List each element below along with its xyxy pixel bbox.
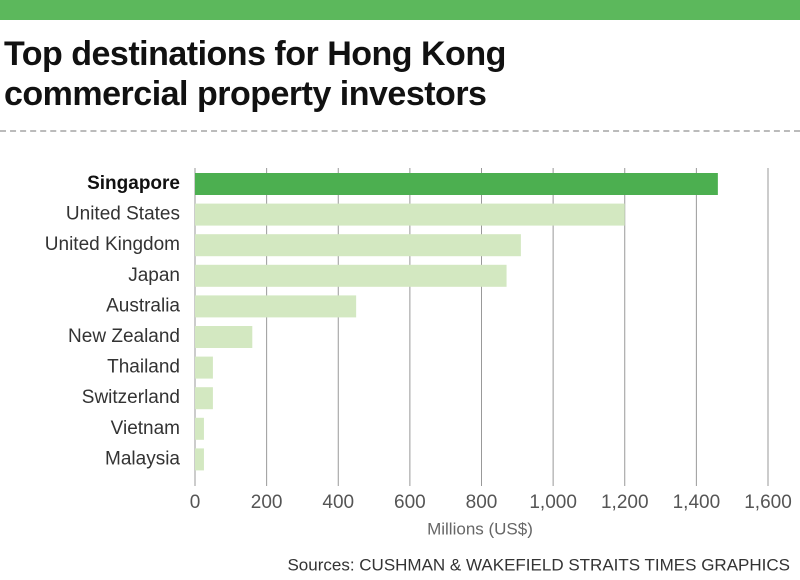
divider xyxy=(0,130,800,132)
bar xyxy=(195,448,204,471)
bar xyxy=(195,264,507,287)
x-tick-label: 800 xyxy=(466,492,498,513)
bar xyxy=(195,417,204,440)
y-tick-label: Switzerland xyxy=(82,387,180,408)
bar xyxy=(195,234,521,257)
x-tick-label: 1,600 xyxy=(744,492,792,513)
source: Sources: CUSHMAN & WAKEFIELD STRAITS TIM… xyxy=(287,555,790,574)
y-tick-label: New Zealand xyxy=(68,326,180,347)
y-tick-label: Vietnam xyxy=(111,418,180,439)
y-tick-label: Japan xyxy=(128,265,180,286)
x-tick-label: 200 xyxy=(251,492,283,513)
x-axis-label: Millions (US$) xyxy=(427,519,533,538)
bar xyxy=(195,387,213,410)
y-tick-label: United Kingdom xyxy=(45,234,180,255)
bar xyxy=(195,203,625,226)
x-tick-label: 1,400 xyxy=(673,492,721,513)
bar xyxy=(195,295,357,318)
x-tick-label: 0 xyxy=(190,492,201,513)
bar xyxy=(195,173,718,195)
y-tick-label: Malaysia xyxy=(105,448,180,469)
y-tick-label: United States xyxy=(66,204,180,225)
y-tick-label: Thailand xyxy=(107,357,180,378)
top-band xyxy=(0,0,800,20)
x-tick-label: 1,000 xyxy=(529,492,577,513)
x-tick-label: 600 xyxy=(394,492,426,513)
bar xyxy=(195,356,213,379)
x-tick-label: 400 xyxy=(322,492,354,513)
x-tick-label: 1,200 xyxy=(601,492,649,513)
y-tick-label: Singapore xyxy=(87,173,180,194)
bar xyxy=(195,326,253,348)
y-tick-label: Australia xyxy=(106,295,180,316)
chart-title: Top destinations for Hong Kong commercia… xyxy=(4,35,506,113)
